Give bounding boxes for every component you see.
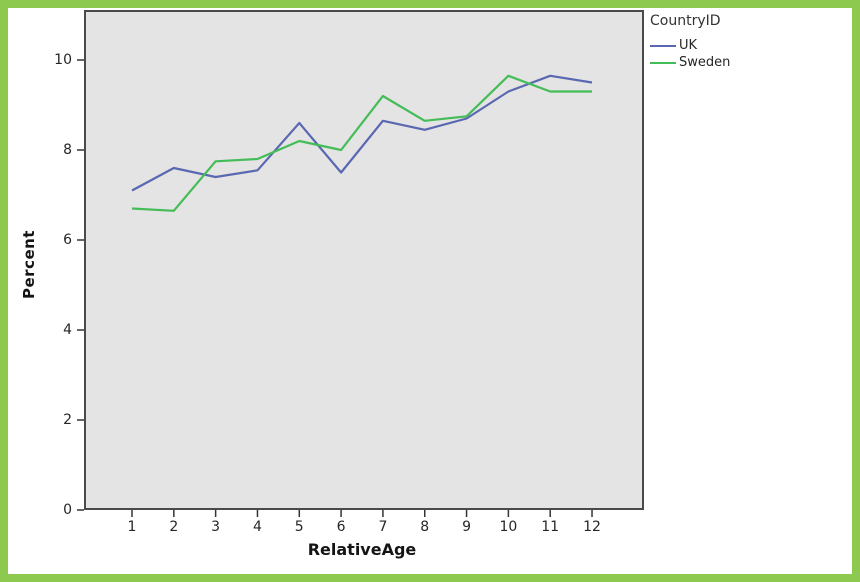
x-tick-label: 8 xyxy=(420,519,430,535)
x-tick-label: 7 xyxy=(378,519,388,535)
legend: CountryID UK Sweden xyxy=(650,13,730,71)
legend-title: CountryID xyxy=(650,13,721,29)
legend-item-uk: UK xyxy=(650,37,730,54)
x-tick-label: 6 xyxy=(336,519,346,535)
y-tick-label: 8 xyxy=(63,142,72,158)
x-tick-label: 5 xyxy=(294,519,304,535)
legend-item-sweden: Sweden xyxy=(650,54,730,71)
y-tick-label: 0 xyxy=(63,502,72,518)
plot-area xyxy=(84,10,644,510)
x-tick-label: 1 xyxy=(127,519,137,535)
y-tick-label: 2 xyxy=(63,412,72,428)
y-tick-label: 10 xyxy=(54,52,72,68)
legend-items: UK Sweden xyxy=(650,37,730,71)
x-tick-label: 2 xyxy=(169,519,179,535)
x-tick-label: 12 xyxy=(583,519,601,535)
y-tick-label: 4 xyxy=(63,322,72,338)
y-tick-label: 6 xyxy=(63,232,72,248)
x-tick-label: 9 xyxy=(462,519,471,535)
chart-canvas: Percent RelativeAge CountryID UK Sweden 0… xyxy=(8,8,852,574)
x-tick-label: 4 xyxy=(252,519,262,535)
legend-item-label: Sweden xyxy=(679,55,731,70)
x-tick-label: 3 xyxy=(211,519,221,535)
x-axis-title: RelativeAge xyxy=(307,540,417,559)
legend-line-swatch xyxy=(650,44,676,47)
x-tick-label: 11 xyxy=(541,519,560,535)
legend-line-swatch xyxy=(650,61,676,64)
y-axis-title: Percent xyxy=(20,230,38,300)
legend-item-label: UK xyxy=(679,38,698,53)
x-tick-label: 10 xyxy=(499,519,518,535)
